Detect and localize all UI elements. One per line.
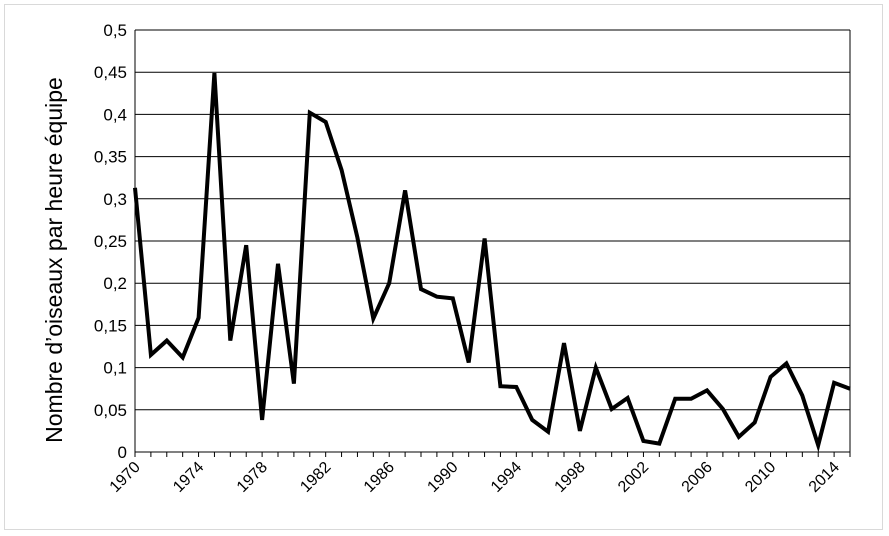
x-tick-label: 1982 [297,459,334,496]
x-tick-label: 1990 [424,459,461,496]
x-tick-label: 1998 [552,459,589,496]
y-tick-label: 0,3 [103,190,127,209]
x-tick-label: 1994 [488,459,525,496]
x-axis-ticks: 1970 1974 1978 1982 1986 1990 1994 1998 2002 2006… [107,452,851,496]
y-tick-label: 0,2 [103,274,127,293]
y-tick-label: 0,1 [103,359,127,378]
x-tick-label: 2006 [679,459,716,496]
data-marks [133,72,851,453]
gridlines [134,29,851,453]
series-line [133,72,851,453]
chart-frame [4,4,883,530]
y-tick-label: 0,25 [94,232,127,251]
y-tick-label: 0,35 [94,148,127,167]
y-tick-label: 0,15 [94,316,127,335]
y-axis-ticks: 0 0,05 0,1 0,15 0,2 0,25 0,3 0,35 0,4 0,45 0,5 [94,21,127,462]
x-tick-label: 1986 [361,459,398,496]
y-tick-label: 0,05 [94,401,127,420]
y-tick-label: 0,4 [103,105,127,124]
y-tick-label: 0,5 [103,21,127,40]
y-axis-label: Nombre d’oiseaux par heure équipe [41,77,67,443]
x-tick-label: 2010 [742,459,779,496]
x-tick-label: 1970 [107,459,144,496]
y-tick-label: 0 [118,443,127,462]
x-tick-label: 1974 [170,459,207,496]
x-tick-label: 2014 [806,459,843,496]
x-tick-label: 1978 [234,459,271,496]
y-tick-label: 0,45 [94,63,127,82]
x-tick-label: 2002 [615,459,652,496]
